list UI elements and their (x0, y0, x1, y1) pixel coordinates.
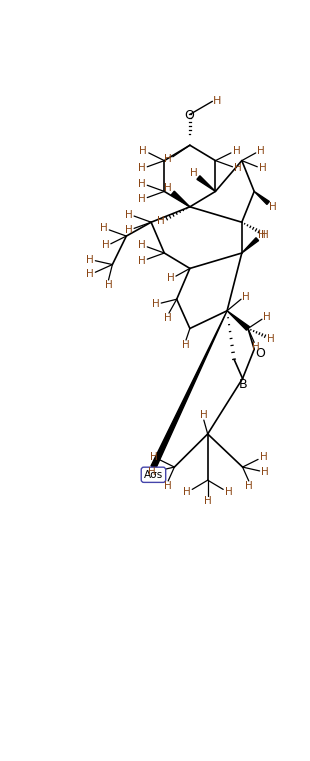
Text: H: H (86, 255, 94, 265)
Text: H: H (245, 481, 253, 492)
Text: H: H (140, 145, 147, 155)
Text: B: B (238, 378, 247, 391)
Text: H: H (138, 194, 146, 204)
Text: Aσs: Aσs (144, 470, 163, 479)
Text: H: H (232, 145, 240, 155)
Text: H: H (105, 280, 112, 291)
Text: H: H (259, 163, 267, 173)
Text: H: H (257, 145, 265, 155)
Polygon shape (151, 310, 227, 468)
Text: H: H (182, 340, 190, 350)
Text: H: H (138, 240, 146, 250)
Text: H: H (102, 240, 109, 250)
Text: H: H (252, 342, 260, 352)
Text: H: H (260, 452, 267, 462)
Text: H: H (86, 269, 94, 279)
Polygon shape (171, 191, 190, 207)
Text: H: H (125, 209, 133, 219)
Text: H: H (167, 272, 174, 282)
Text: H: H (269, 202, 277, 212)
Text: H: H (152, 299, 160, 309)
Text: H: H (263, 312, 270, 322)
Text: H: H (261, 467, 269, 477)
Text: O: O (255, 346, 265, 360)
Text: H: H (164, 154, 172, 164)
Text: H: H (164, 481, 172, 492)
Text: H: H (138, 179, 146, 189)
Polygon shape (197, 176, 215, 192)
Text: H: H (225, 487, 232, 497)
Text: H: H (204, 496, 212, 506)
Text: H: H (258, 231, 266, 240)
Text: H: H (234, 163, 242, 173)
Text: O: O (184, 109, 194, 122)
Text: H: H (164, 314, 171, 323)
Text: H: H (190, 168, 198, 178)
Text: H: H (261, 230, 269, 240)
Polygon shape (227, 310, 250, 330)
Text: H: H (213, 97, 221, 107)
Text: H: H (100, 224, 108, 234)
Text: H: H (138, 256, 146, 266)
Text: H: H (164, 183, 172, 193)
Text: H: H (157, 215, 164, 226)
Text: H: H (125, 225, 133, 235)
Text: H: H (242, 292, 250, 302)
Text: H: H (267, 334, 275, 344)
Text: H: H (148, 467, 156, 477)
Text: H: H (200, 409, 208, 420)
Polygon shape (254, 192, 269, 205)
Polygon shape (242, 237, 259, 253)
Text: H: H (183, 487, 191, 497)
Text: H: H (149, 452, 157, 462)
Text: H: H (138, 163, 146, 173)
